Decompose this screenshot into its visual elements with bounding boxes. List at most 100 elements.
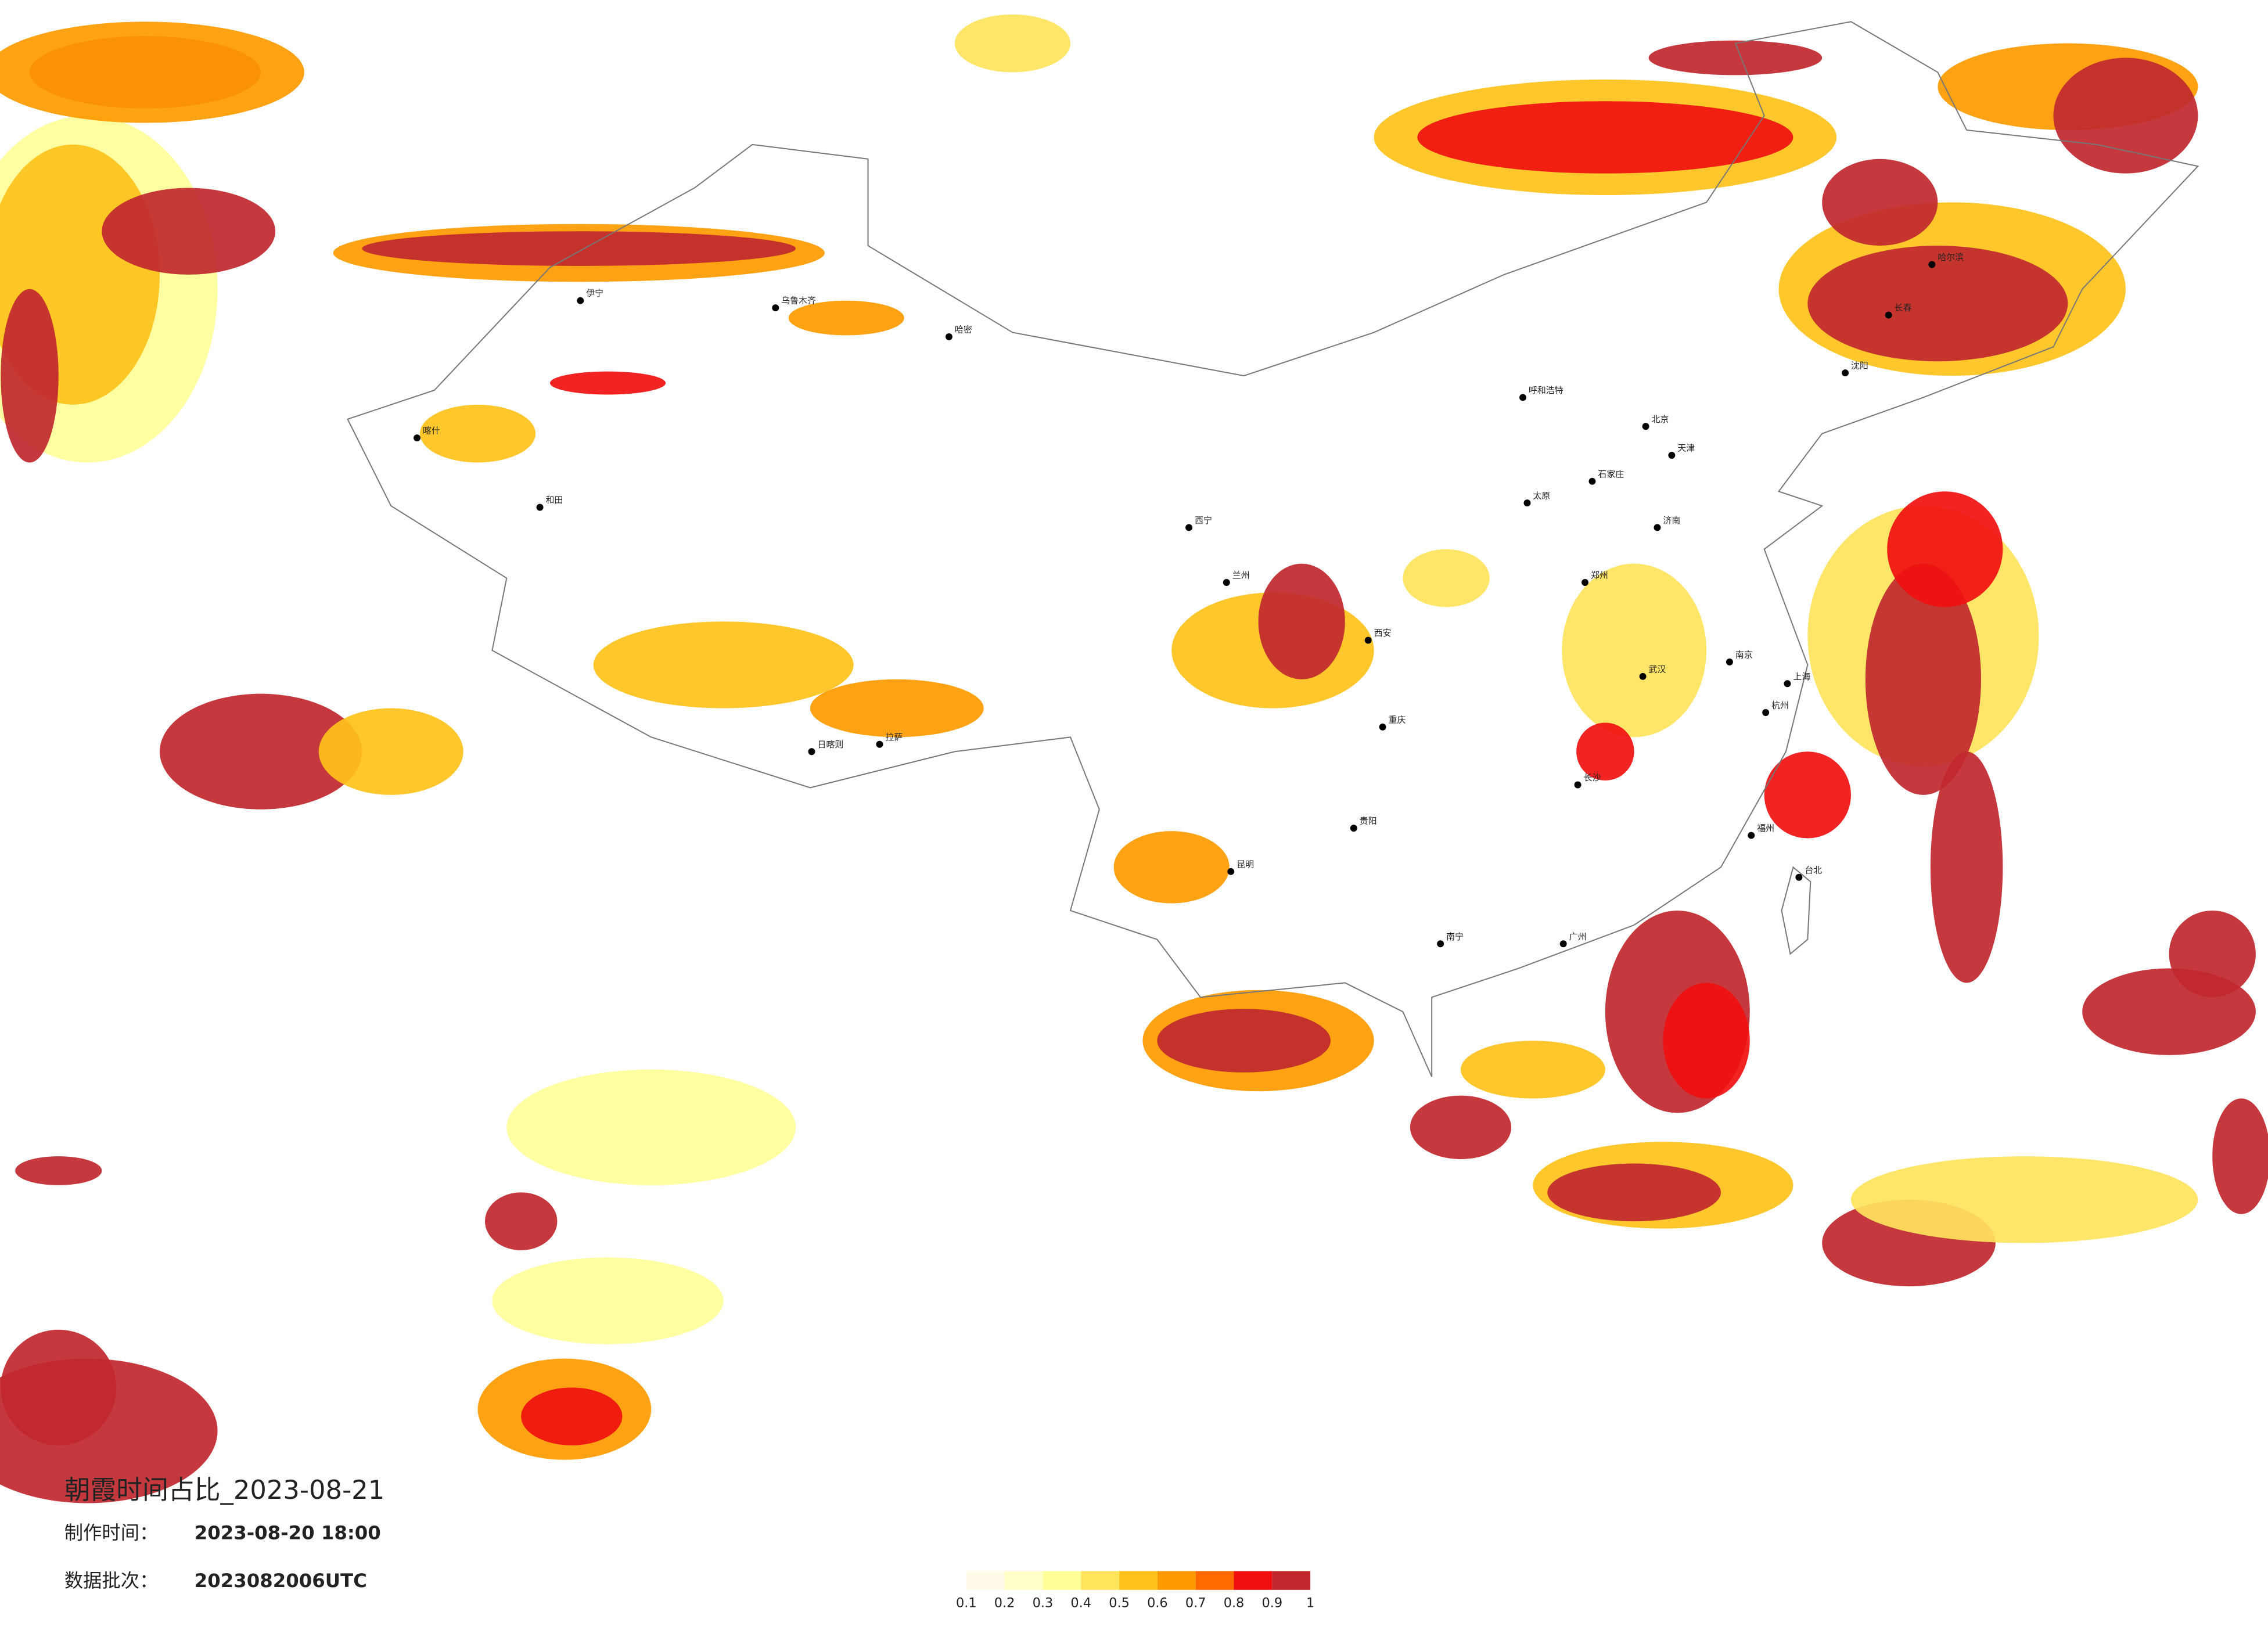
field-patch xyxy=(549,371,666,395)
city-label: 日喀则 xyxy=(817,739,843,750)
legend-tick-label: 0.9 xyxy=(1262,1596,1283,1611)
field-patch xyxy=(2212,1098,2268,1214)
city-dot xyxy=(414,434,420,442)
city-dot xyxy=(1726,658,1733,665)
city-dot xyxy=(945,333,953,340)
city-dot xyxy=(1350,825,1357,832)
city-label: 伊宁 xyxy=(586,288,603,298)
city-label: 广州 xyxy=(1569,931,1587,942)
field-patch xyxy=(1547,1163,1721,1222)
city-label: 南宁 xyxy=(1446,931,1464,942)
city-label: 呼和浩特 xyxy=(1529,385,1563,395)
batch-value: 2023082006UTC xyxy=(195,1570,367,1592)
field-patch xyxy=(1576,722,1634,780)
legend-swatch xyxy=(966,1571,1005,1590)
city-label: 乌鲁木齐 xyxy=(781,296,816,306)
field-patch xyxy=(1807,246,2068,362)
city-label: 南京 xyxy=(1735,649,1753,660)
city-dot xyxy=(1842,369,1849,377)
legend-tick-label: 1 xyxy=(1306,1596,1314,1611)
city-label: 贵阳 xyxy=(1360,816,1377,826)
city-label: 重庆 xyxy=(1389,714,1406,725)
city-label: 天津 xyxy=(1677,443,1695,454)
city-dot xyxy=(1588,477,1596,485)
field-patch xyxy=(484,1192,558,1250)
field-patch xyxy=(2053,57,2198,174)
city-dot xyxy=(1574,781,1582,789)
city-label: 长春 xyxy=(1895,303,1912,313)
legend-swatch xyxy=(1272,1571,1311,1590)
field-patch xyxy=(1822,159,1938,246)
field-patch xyxy=(419,404,536,463)
field-patch xyxy=(15,1156,102,1185)
city-dot xyxy=(1437,940,1444,948)
field-patch xyxy=(810,679,984,738)
china-outline xyxy=(347,21,2199,1077)
city-dot xyxy=(1885,311,1892,319)
field-patch xyxy=(318,708,463,795)
legend-swatch xyxy=(1119,1571,1158,1590)
city-dot xyxy=(1762,709,1770,716)
taiwan-outline xyxy=(1781,866,1811,955)
legend-tick-label: 0.3 xyxy=(1033,1596,1054,1611)
field-patch xyxy=(521,1387,623,1445)
city-dot xyxy=(1223,579,1230,586)
city-dot xyxy=(1642,423,1649,430)
field-patch xyxy=(788,300,904,336)
city-label: 西安 xyxy=(1374,628,1392,638)
legend-tick-label: 0.7 xyxy=(1185,1596,1206,1611)
city-dot xyxy=(1364,636,1372,644)
city-dot xyxy=(536,503,544,511)
field-patch xyxy=(1562,563,1707,738)
legend-tick-label: 0.1 xyxy=(956,1596,977,1611)
production-value: 2023-08-20 18:00 xyxy=(195,1522,381,1544)
city-dot xyxy=(1582,579,1589,586)
field-patch xyxy=(1930,751,2003,983)
city-dot xyxy=(1519,394,1526,401)
city-label: 喀什 xyxy=(423,426,440,436)
legend-tick-label: 0.8 xyxy=(1224,1596,1245,1611)
field-patch xyxy=(1460,1041,1605,1099)
legend-swatch xyxy=(1234,1571,1273,1590)
field-patch xyxy=(1,289,59,463)
field-patch xyxy=(1850,1156,2198,1243)
field-patch xyxy=(1417,101,1793,174)
field-patch xyxy=(593,621,854,708)
batch-label: 数据批次： xyxy=(64,1570,159,1592)
legend-swatch xyxy=(1195,1571,1234,1590)
field-patch xyxy=(159,693,362,810)
legend-tick-label: 0.4 xyxy=(1070,1596,1091,1611)
field-patch xyxy=(102,188,276,275)
city-label: 福州 xyxy=(1757,823,1774,833)
city-label: 杭州 xyxy=(1771,700,1789,711)
city-label: 太原 xyxy=(1533,491,1550,501)
map-title: 朝霞时间占比_2023-08-21 xyxy=(64,1474,385,1505)
city-dot xyxy=(1185,524,1193,531)
city-label: 长沙 xyxy=(1584,772,1601,783)
field-patch xyxy=(0,21,304,123)
field-patch xyxy=(1663,983,1750,1099)
city-label: 西宁 xyxy=(1195,515,1212,526)
field-patch xyxy=(1113,831,1230,904)
field-patch xyxy=(1,1329,117,1445)
city-label: 拉萨 xyxy=(885,732,903,742)
field-patch xyxy=(1410,1095,1512,1160)
field-patch xyxy=(1648,40,1823,75)
field-patch xyxy=(2169,911,2256,998)
city-dot xyxy=(1639,672,1647,680)
city-dot xyxy=(772,304,779,312)
legend-swatch xyxy=(1004,1571,1043,1590)
city-label: 和田 xyxy=(546,495,563,505)
legend-tick-label: 0.6 xyxy=(1147,1596,1168,1611)
city-dot xyxy=(1654,524,1661,531)
city-dot xyxy=(1379,723,1386,731)
legend-swatch xyxy=(1043,1571,1081,1590)
city-label: 石家庄 xyxy=(1598,469,1624,479)
city-label: 昆明 xyxy=(1237,859,1254,869)
city-dot xyxy=(1928,261,1936,268)
city-label: 哈尔滨 xyxy=(1938,252,1964,262)
city-label: 郑州 xyxy=(1591,570,1608,581)
